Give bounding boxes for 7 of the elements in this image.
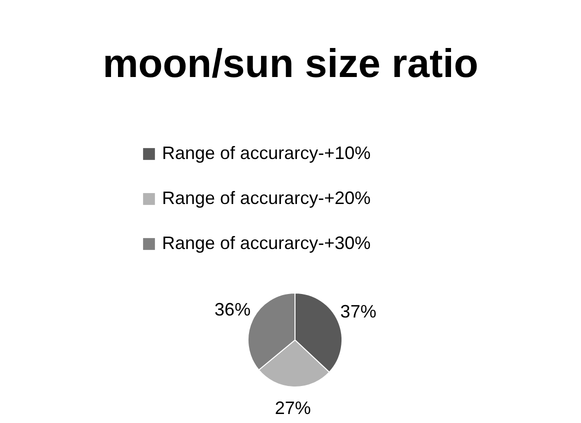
data-label: 36% (214, 300, 251, 320)
legend-label: Range of accurarcy-+20% (162, 188, 371, 208)
chart-title: moon/sun size ratio (102, 42, 478, 86)
data-label: 37% (340, 302, 376, 322)
legend-label: Range of accurarcy-+10% (162, 143, 371, 163)
data-label: 27% (274, 398, 311, 418)
legend-label: Range of accurarcy-+30% (162, 233, 371, 253)
